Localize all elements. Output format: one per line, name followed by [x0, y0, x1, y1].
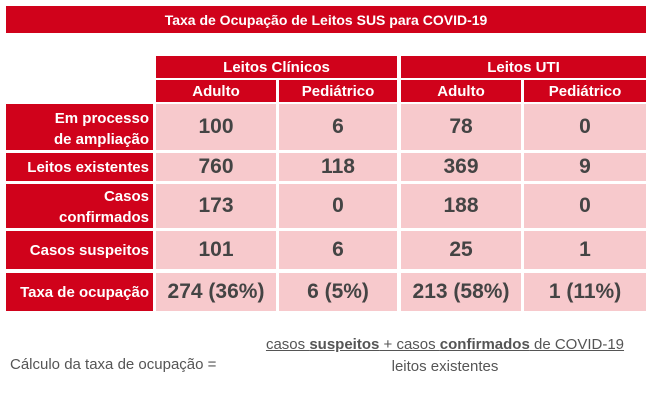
value-cell: 173 — [156, 184, 276, 228]
value-cell: 369 — [401, 153, 521, 181]
value-cell: 6 — [279, 231, 397, 269]
row-label-leitos-existentes: Leitos existentes — [6, 153, 153, 181]
subheader-uti-adulto: Adulto — [401, 80, 521, 102]
value-cell: 0 — [279, 184, 397, 228]
formula-label: Cálculo da taxa de ocupação = — [10, 356, 217, 373]
group-header-leitos-clinicos: Leitos Clínicos — [156, 56, 397, 78]
formula-num-text: + casos — [379, 336, 440, 353]
row-label-taxa-de-ocupacao: Taxa de ocupação — [6, 273, 153, 311]
value-cell: 9 — [524, 153, 646, 181]
value-cell: 1 — [524, 231, 646, 269]
value-cell: 760 — [156, 153, 276, 181]
formula-num-bold: confirmados — [439, 336, 530, 353]
value-cell: 78 — [401, 104, 521, 150]
value-cell: 6 (5%) — [279, 273, 397, 311]
value-cell: 0 — [524, 104, 646, 150]
formula-denominator: leitos existentes — [391, 358, 499, 375]
row-label-line1: Em processo — [54, 110, 149, 127]
formula-num-text: de COVID-19 — [529, 336, 625, 353]
row-label-casos-suspeitos: Casos suspeitos — [6, 231, 153, 269]
subheader-clinicos-adulto: Adulto — [156, 80, 276, 102]
row-label-em-processo: Em processo de ampliação — [6, 104, 153, 150]
value-cell: 1 (11%) — [524, 273, 646, 311]
table-title: Taxa de Ocupação de Leitos SUS para COVI… — [6, 6, 646, 33]
value-cell: 188 — [401, 184, 521, 228]
value-cell: 118 — [279, 153, 397, 181]
subheader-clinicos-pediatrico: Pediátrico — [279, 80, 397, 102]
group-header-leitos-uti: Leitos UTI — [401, 56, 646, 78]
formula-numerator: casos suspeitos + casos confirmados de C… — [255, 336, 635, 353]
value-cell: 6 — [279, 104, 397, 150]
row-label-line2: de ampliação — [53, 131, 149, 148]
formula-num-bold: suspeitos — [309, 336, 380, 353]
formula-num-text: casos — [265, 336, 310, 353]
value-cell: 25 — [401, 231, 521, 269]
row-label-casos-confirmados: Casos confirmados — [6, 184, 153, 228]
row-label-line2: confirmados — [58, 209, 149, 226]
value-cell: 101 — [156, 231, 276, 269]
value-cell: 213 (58%) — [401, 273, 521, 311]
value-cell: 100 — [156, 104, 276, 150]
row-label-line1: Casos — [103, 188, 149, 205]
subheader-uti-pediatrico: Pediátrico — [524, 80, 646, 102]
value-cell: 274 (36%) — [156, 273, 276, 311]
value-cell: 0 — [524, 184, 646, 228]
